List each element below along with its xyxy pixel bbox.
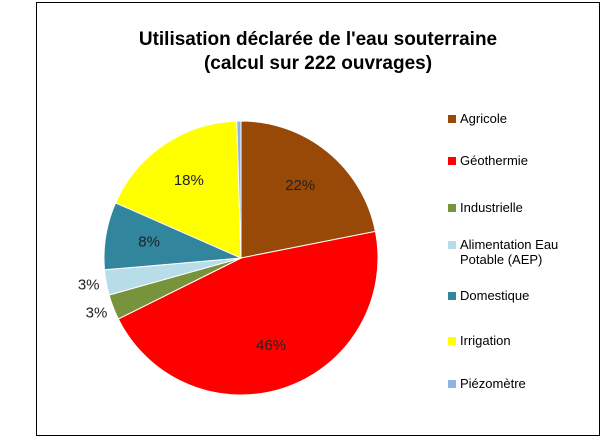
legend-swatch bbox=[448, 241, 456, 249]
data-label: 22% bbox=[285, 177, 315, 194]
pie-slice bbox=[240, 120, 376, 259]
legend-label: Géothermie bbox=[460, 153, 528, 168]
legend-label: Industrielle bbox=[460, 200, 523, 215]
data-label: 3% bbox=[86, 305, 108, 322]
data-label: 46% bbox=[256, 337, 286, 354]
data-label: 8% bbox=[138, 234, 160, 251]
legend-item: Alimentation Eau Potable (AEP) bbox=[448, 237, 598, 267]
legend-swatch bbox=[448, 337, 456, 345]
legend-label: Domestique bbox=[460, 288, 530, 303]
legend-item: Industrielle bbox=[448, 200, 598, 215]
chart-title: (calcul sur 222 ouvrages) bbox=[204, 53, 432, 74]
legend-label: Irrigation bbox=[460, 333, 511, 348]
legend-label: Alimentation Eau Potable (AEP) bbox=[460, 237, 559, 267]
legend-label: Agricole bbox=[460, 111, 507, 126]
legend-item: Irrigation bbox=[448, 333, 598, 348]
chart-title: Utilisation déclarée de l'eau souterrain… bbox=[139, 29, 497, 50]
legend-swatch bbox=[448, 157, 456, 165]
legend-swatch bbox=[448, 204, 456, 212]
pie-slice bbox=[114, 120, 242, 259]
legend-item: Géothermie bbox=[448, 153, 598, 168]
pie-slice bbox=[236, 120, 242, 259]
pie-slice bbox=[117, 230, 379, 396]
legend-label: Piézomètre bbox=[460, 376, 526, 391]
legend-swatch bbox=[448, 380, 456, 388]
legend-swatch bbox=[448, 115, 456, 123]
data-label: 18% bbox=[174, 172, 204, 189]
legend-item: Piézomètre bbox=[448, 376, 598, 391]
legend-swatch bbox=[448, 292, 456, 300]
legend-item: Domestique bbox=[448, 288, 598, 303]
data-label: 3% bbox=[78, 277, 100, 294]
legend-item: Agricole bbox=[448, 111, 598, 126]
